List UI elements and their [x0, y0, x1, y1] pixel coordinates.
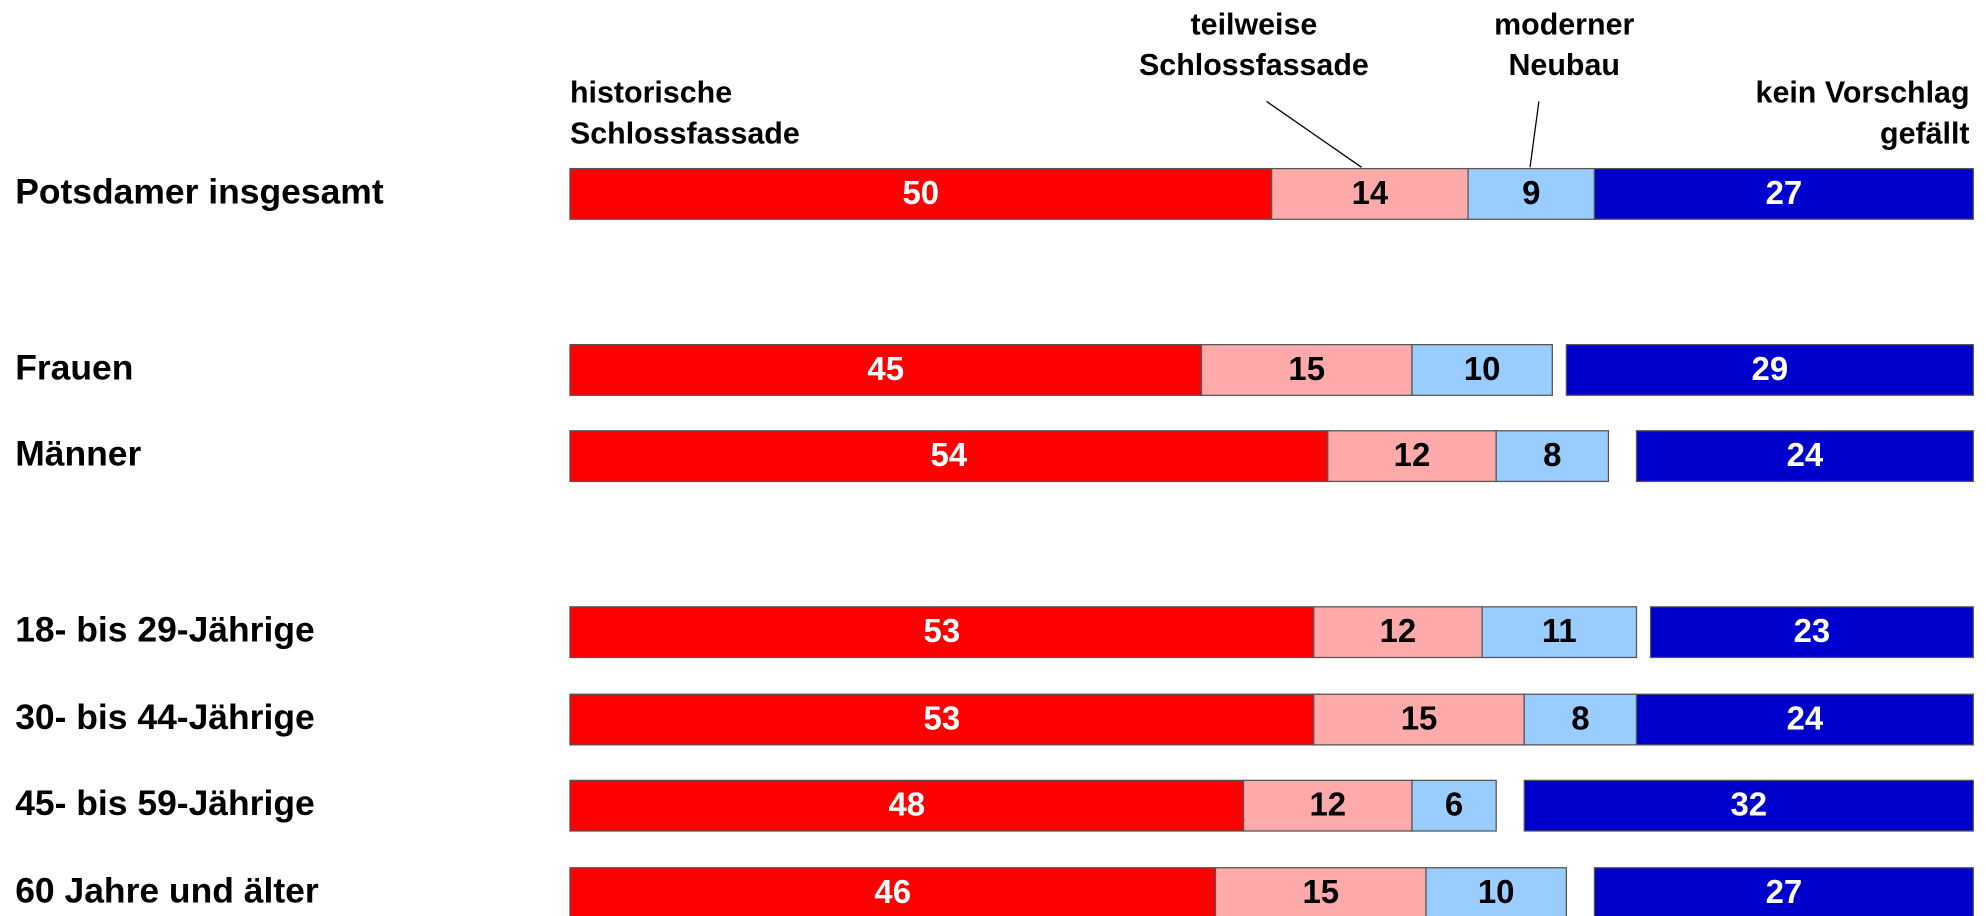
value-label: 14: [1352, 174, 1389, 211]
value-label: 12: [1309, 786, 1346, 823]
bar-segment: [1593, 167, 1974, 220]
bar-segment: [1481, 606, 1638, 659]
value-label: 48: [888, 786, 925, 823]
value-label: 8: [1571, 700, 1589, 737]
bar-segment: [1523, 693, 1638, 746]
legend-label: kein Vorschlag gefällt: [1755, 76, 1970, 151]
legend-label-box: kein Vorschlag gefällt: [1755, 76, 1970, 151]
bar-segment: [1565, 344, 1974, 396]
value-label: 15: [1302, 873, 1339, 910]
value-label: 15: [1288, 350, 1325, 387]
row-label: 60 Jahre und älter: [15, 870, 319, 910]
bar-segment: [1467, 167, 1596, 220]
value-label: 10: [1464, 350, 1501, 387]
row-label: 45- bis 59-Jährige: [15, 783, 315, 823]
row-label: Männer: [15, 433, 141, 473]
value-label: 29: [1752, 350, 1789, 387]
value-label: 12: [1380, 612, 1417, 649]
value-label: 27: [1766, 873, 1803, 910]
bar-segment: [1313, 606, 1483, 659]
value-label: 24: [1787, 436, 1824, 473]
bar-segment: [1635, 430, 1974, 483]
bar-segment: [1649, 606, 1974, 659]
row-label: Frauen: [15, 347, 133, 387]
bar-segment: [1425, 867, 1567, 916]
leader-line: [1266, 100, 1362, 168]
leader-line: [1529, 101, 1540, 168]
row-label: 18- bis 29-Jährige: [15, 610, 315, 650]
bar-segment: [569, 167, 1273, 220]
bar-segment: [1523, 779, 1974, 832]
value-label: 54: [931, 436, 968, 473]
legend-label-box: teilweise Schlossfassade: [1139, 7, 1369, 83]
value-label: 32: [1730, 786, 1767, 823]
row-label: 30- bis 44-Jährige: [15, 697, 315, 737]
value-label: 6: [1445, 786, 1463, 823]
legend-label-box: historische Schlossfassade: [569, 76, 800, 151]
legend-label-box: moderner Neubau: [1494, 7, 1635, 83]
value-label: 53: [924, 612, 961, 649]
bar-segment: [569, 693, 1315, 746]
value-label: 8: [1543, 436, 1561, 473]
bar-segment: [1271, 167, 1469, 220]
legend-label: teilweise Schlossfassade: [1139, 7, 1369, 83]
bar-segment: [1495, 430, 1610, 483]
row-label: Potsdamer insgesamt: [15, 171, 384, 211]
bar-segment: [569, 606, 1315, 659]
bar-segment: [1635, 693, 1974, 746]
bar-segment: [1411, 779, 1497, 832]
bar-segment: [1242, 779, 1413, 832]
value-label: 10: [1478, 873, 1515, 910]
bar-segment: [569, 867, 1217, 916]
value-label: 53: [924, 700, 961, 737]
bar-segment: [569, 344, 1203, 396]
value-label: 46: [874, 873, 911, 910]
value-label: 11: [1542, 612, 1577, 649]
legend-label: moderner Neubau: [1494, 7, 1635, 83]
legend-label: historische Schlossfassade: [569, 76, 800, 151]
value-label: 23: [1794, 612, 1831, 649]
value-label: 45: [867, 350, 904, 387]
bar-segment: [1327, 430, 1497, 483]
bar-segment: [1214, 867, 1427, 916]
bar-segment: [1411, 344, 1553, 396]
bar-segment: [1200, 344, 1413, 396]
value-label: 50: [902, 174, 939, 211]
bar-segment: [1313, 693, 1525, 746]
bar-segment: [569, 779, 1245, 832]
value-label: 9: [1522, 174, 1540, 211]
value-label: 12: [1394, 436, 1431, 473]
value-label: 15: [1401, 700, 1438, 737]
bar-segment: [569, 430, 1329, 483]
value-label: 27: [1766, 174, 1803, 211]
bar-segment: [1593, 867, 1974, 916]
value-label: 24: [1787, 700, 1824, 737]
